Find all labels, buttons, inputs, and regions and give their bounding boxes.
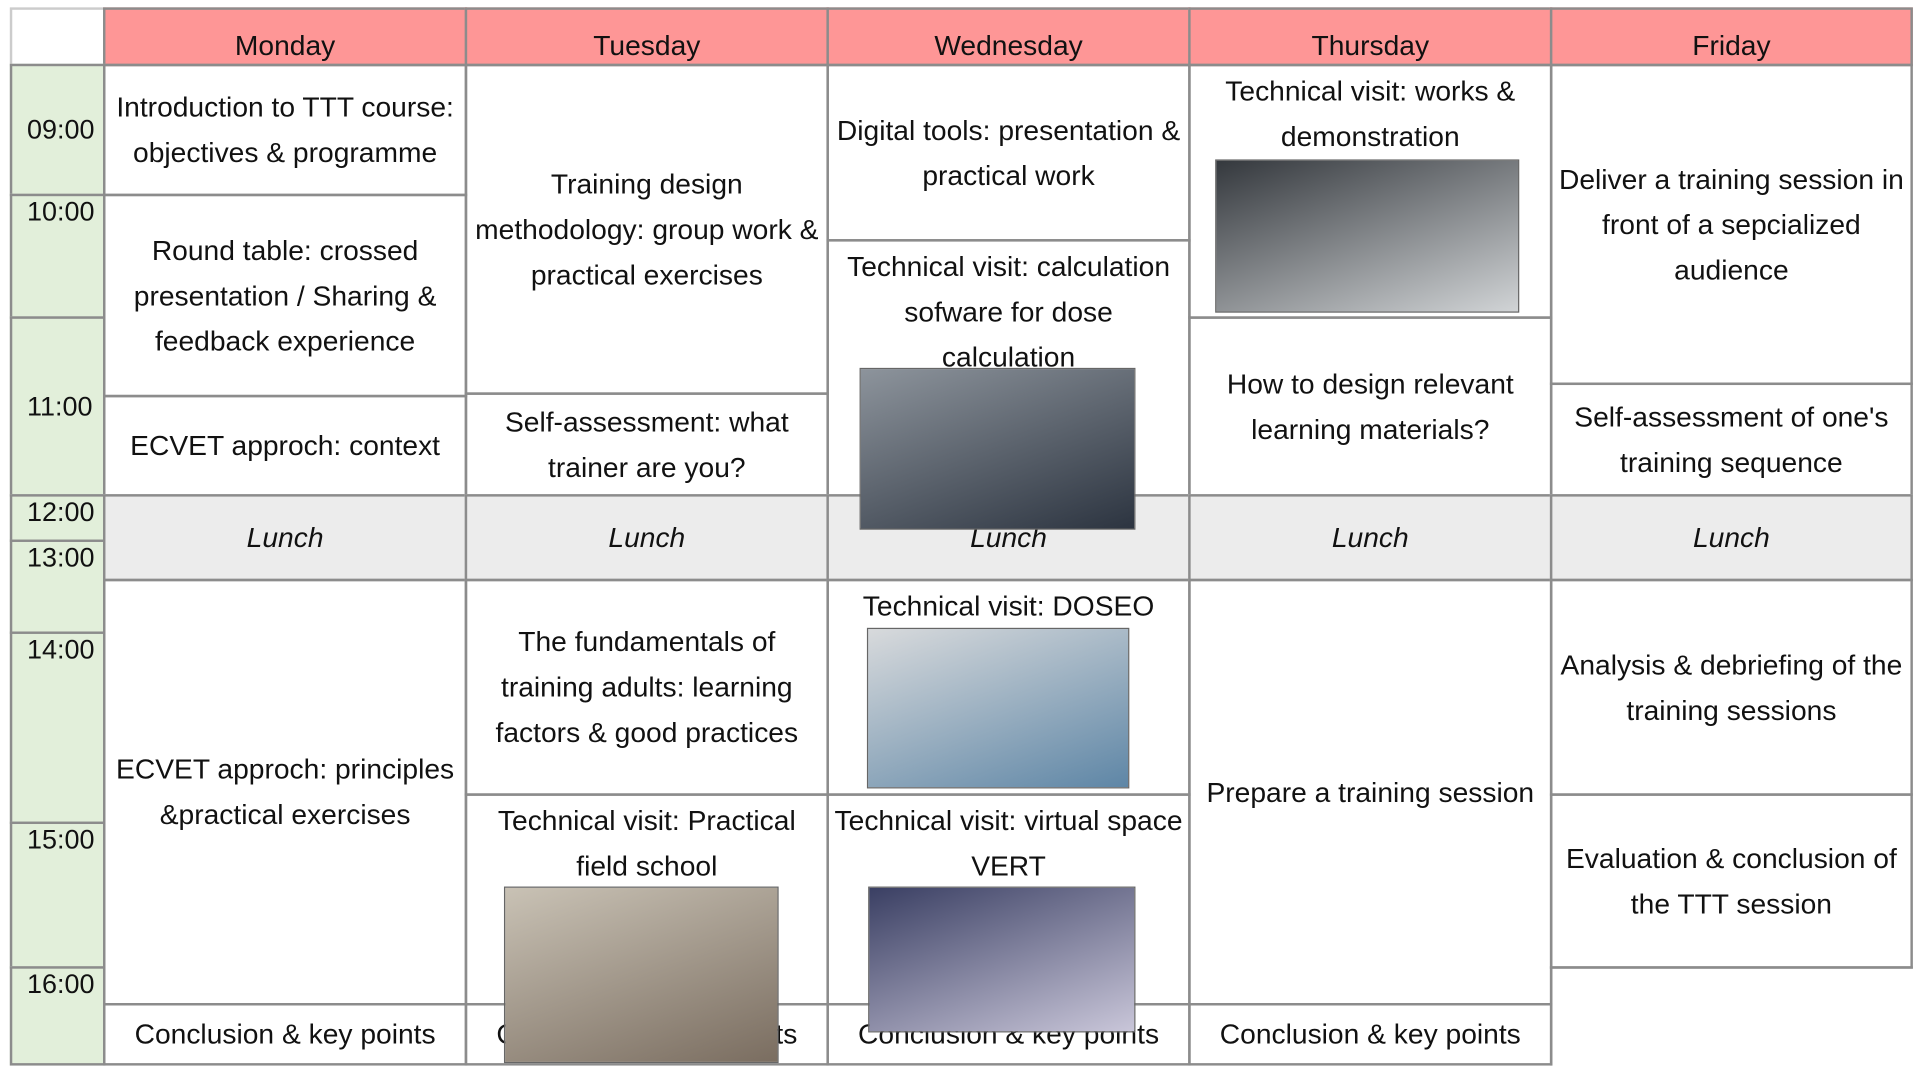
session-cell: ECVET approch: context [103,394,468,497]
lunch-cell: Lunch [464,494,829,582]
time-label: 14:00 [9,631,106,825]
session-cell: How to design relevant learning material… [1188,316,1553,497]
photo [1215,159,1520,313]
session-cell: Deliver a training session in front of a… [1549,63,1913,386]
time-label: 09:00 [9,63,106,197]
cell-text: Training design methodology: group work … [475,167,819,290]
cell-text: 16:00 [26,968,95,1000]
session-cell: Conclusion & key points [103,1003,468,1066]
cell-text: Conclusion & key points [134,1017,436,1050]
cell-text: Tuesday [593,29,701,62]
photo [866,627,1130,789]
day-header: Friday [1549,7,1913,67]
session-cell: Prepare a training session [1188,578,1553,1006]
cell-text: Technical visit: DOSEO [862,589,1155,622]
session-cell: Self-assessment: what trainer are you? [464,392,829,497]
session-cell: Round table: crossed presentation / Shar… [103,193,468,398]
cell-text: 09:00 [26,114,95,145]
lunch-cell: Lunch [1549,494,1913,582]
cell-text: 13:00 [26,541,95,573]
day-header: Thursday [1188,7,1553,67]
session-cell: Training design methodology: group work … [464,63,829,395]
session-cell: Evaluation & conclusion of the TTT sessi… [1549,793,1913,969]
time-label: 11:00 [9,316,106,497]
cell-text: Lunch [1692,521,1770,554]
session-cell: ECVET approch: principles &practical exe… [103,578,468,1006]
cell-text: 11:00 [26,390,93,422]
cell-text: Thursday [1311,29,1430,62]
cell-text: Digital tools: presentation & practical … [836,113,1181,191]
cell-text: Conclusion & key points [1219,1017,1521,1050]
cell-text: ECVET approch: principles &practical exe… [116,752,455,831]
time-label: 10:00 [9,193,106,319]
photo [859,367,1136,530]
cell-text: Analysis & debriefing of the training se… [1560,648,1903,726]
session-cell: Introduction to TTT course: objectives &… [103,63,468,197]
cell-text: 14:00 [26,633,95,665]
cell-text: Technical visit: virtual space VERT [834,804,1183,882]
cell-text: Friday [1692,29,1771,62]
cell-text: Lunch [1331,521,1409,554]
cell-text: Monday [234,29,336,62]
photo [503,886,779,1064]
day-header: Wednesday [826,7,1191,67]
lunch-cell: Lunch [1188,494,1553,582]
cell-text: Introduction to TTT course: objectives &… [116,90,454,168]
corner [9,7,106,67]
session-cell: The fundamentals of training adults: lea… [464,578,829,796]
cell-text: Technical visit: calculation sofware for… [847,250,1171,373]
session-cell: Analysis & debriefing of the training se… [1549,578,1913,796]
cell-text: Evaluation & conclusion of the TTT sessi… [1565,841,1897,920]
day-header: Tuesday [464,7,829,67]
cell-text: Deliver a training session in front of a… [1558,162,1904,286]
cell-text: Prepare a training session [1206,775,1535,808]
time-label: 16:00 [9,966,106,1066]
cell-text: How to design relevant learning material… [1226,367,1514,445]
cell-text: Lunch [608,521,686,554]
session-cell: Technical visit: virtual space VERT [826,793,1191,1006]
lunch-cell: Lunch [103,494,468,582]
cell-text: ECVET approch: context [130,429,441,462]
cell-text: Wednesday [934,29,1083,62]
time-label: 15:00 [9,821,106,969]
cell-text: 12:00 [26,496,95,528]
cell-text: Technical visit: works & demonstration [1225,74,1516,153]
cell-text: Lunch [246,521,324,554]
cell-text: Technical visit: Practical field school [497,804,796,882]
session-cell: Self-assessment of one's training sequen… [1549,382,1913,497]
session-cell: Technical visit: Practical field school [464,793,829,1006]
photo [868,886,1136,1033]
cell-text: The fundamentals of training adults: lea… [495,625,799,748]
time-label: 12:00 [9,494,106,542]
empty-cell [1549,966,1913,1066]
cell-text: 15:00 [26,824,95,855]
cell-text: Round table: crossed presentation / Shar… [133,233,437,357]
cell-text: Self-assessment of one's training sequen… [1574,400,1889,478]
session-cell: Conclusion & key points [1188,1003,1553,1066]
time-label: 13:00 [9,539,106,634]
cell-text: 10:00 [26,196,95,227]
session-cell: Digital tools: presentation & practical … [826,63,1191,242]
cell-text: Self-assessment: what trainer are you? [504,405,789,483]
day-header: Monday [103,7,468,67]
